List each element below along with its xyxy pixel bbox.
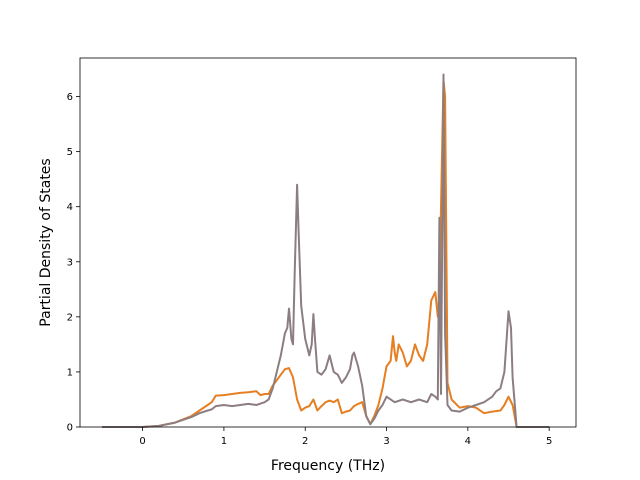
- x-tick-label: 3: [383, 436, 389, 447]
- plot-frame: [79, 57, 577, 428]
- y-tick-label: 2: [67, 312, 73, 323]
- series-line-2: [102, 73, 550, 428]
- x-axis-label: Frequency (THz): [271, 458, 385, 474]
- y-tick-label: 1: [67, 367, 73, 378]
- x-tick-label: 0: [139, 436, 145, 447]
- y-tick-label: 0: [67, 423, 73, 434]
- y-tick-label: 4: [67, 202, 73, 213]
- x-tick-label: 1: [221, 436, 227, 447]
- x-axis-ticks: 0 1 2 3 4 5: [139, 427, 552, 447]
- y-tick-label: 3: [67, 257, 73, 268]
- x-tick-label: 4: [465, 436, 471, 447]
- y-tick-label: 6: [67, 92, 73, 103]
- x-tick-label: 2: [302, 436, 308, 447]
- series-lines: [102, 73, 550, 428]
- y-axis-ticks: 0 1 2 3 4 5 6: [67, 92, 80, 434]
- y-tick-label: 5: [67, 147, 73, 158]
- y-axis-label: Partial Density of States: [38, 158, 54, 326]
- series-line-1: [102, 79, 550, 428]
- x-tick-label: 5: [546, 436, 552, 447]
